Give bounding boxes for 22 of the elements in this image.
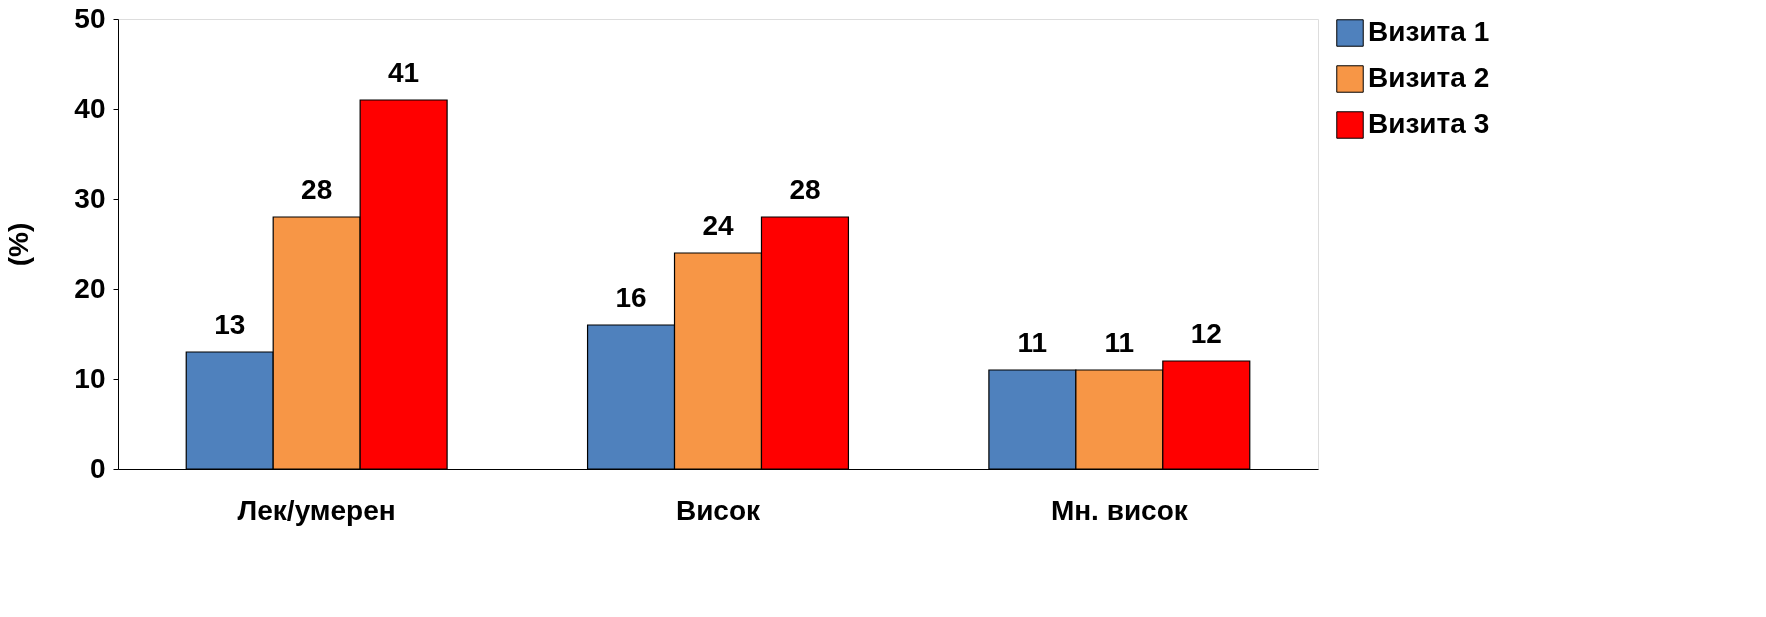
data-label: 16 [615, 282, 647, 313]
x-tick-label: Висок [675, 494, 762, 526]
data-label: 12 [1190, 318, 1222, 349]
x-tick-label: Лек/умерен [237, 494, 396, 526]
y-tick-label: 0 [89, 452, 106, 484]
y-tick-label: 30 [74, 182, 106, 214]
data-label: 28 [301, 174, 333, 205]
y-tick-label: 50 [74, 2, 106, 34]
data-label: 28 [789, 174, 821, 205]
data-label: 41 [388, 57, 420, 88]
y-tick-label: 20 [74, 272, 106, 304]
data-label: 24 [702, 210, 734, 241]
data-label: 13 [214, 309, 246, 340]
data-label: 11 [1104, 327, 1135, 358]
x-tick-label: Мн. висок [1050, 494, 1189, 526]
legend-label: Визита 3 [1368, 108, 1490, 139]
y-axis-title: (%) [3, 222, 35, 267]
data-label: 11 [1017, 327, 1048, 358]
legend-label: Визита 2 [1368, 62, 1490, 93]
legend-label: Визита 1 [1368, 16, 1490, 47]
y-tick-label: 40 [74, 92, 106, 124]
y-tick-label: 10 [74, 362, 106, 394]
